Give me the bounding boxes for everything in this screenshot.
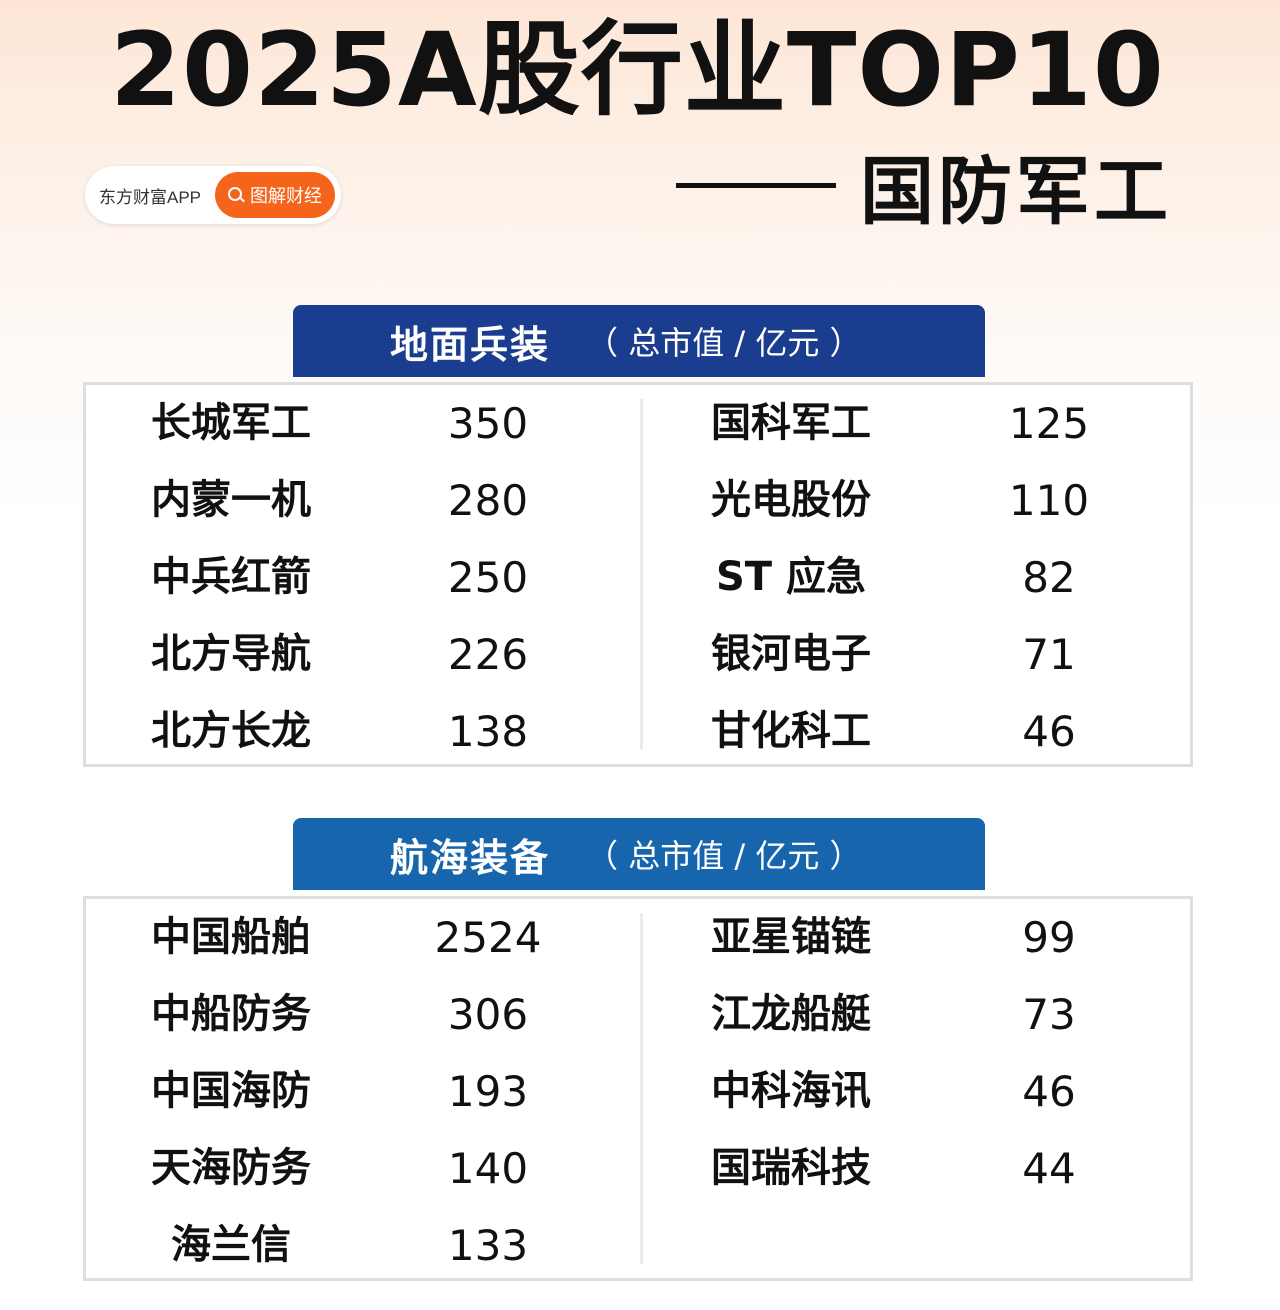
section-header-naval-equipment: 航海装备 （ 总市值 / 亿元 ） <box>293 818 985 890</box>
market-cap-value: 82 <box>1022 553 1076 602</box>
table-column-left: 长城军工 350 内蒙一机 280 中兵红箭 250 北方导航 226 北方长龙 138 <box>86 385 641 770</box>
company-name: 国科军工 <box>711 400 871 446</box>
company-name: 中科海讯 <box>711 1068 871 1114</box>
market-cap-value: 73 <box>1022 990 1076 1039</box>
company-name: 中国船舶 <box>151 914 311 960</box>
brand-badge[interactable]: 东方财富APP 图解财经 <box>85 166 341 224</box>
company-name: 天海防务 <box>151 1145 311 1191</box>
section-unit: （ 总市值 / 亿元 ） <box>586 324 862 362</box>
table-row: 长城军工 350 <box>86 385 641 462</box>
market-cap-value: 2524 <box>434 913 542 962</box>
market-cap-value: 140 <box>447 1144 529 1193</box>
table-row: 中船防务 306 <box>86 976 641 1053</box>
table-row: 北方长龙 138 <box>86 693 641 770</box>
page-subtitle: 国防军工 <box>860 148 1172 235</box>
column-divider <box>640 399 643 750</box>
market-cap-value: 110 <box>1008 476 1090 525</box>
company-name: 内蒙一机 <box>151 477 311 523</box>
market-cap-value: 71 <box>1022 630 1076 679</box>
market-cap-value: 250 <box>447 553 529 602</box>
section-unit: （ 总市值 / 亿元 ） <box>586 837 862 875</box>
brand-tag-button[interactable]: 图解财经 <box>215 172 335 218</box>
company-name: 北方长龙 <box>151 708 311 754</box>
market-cap-value: 125 <box>1008 399 1090 448</box>
company-name: 长城军工 <box>151 400 311 446</box>
company-name: 甘化科工 <box>711 708 871 754</box>
table-row: 江龙船艇 73 <box>641 976 1196 1053</box>
table-row: 中国船舶 2524 <box>86 899 641 976</box>
table-row: 天海防务 140 <box>86 1130 641 1207</box>
table-row: 内蒙一机 280 <box>86 462 641 539</box>
company-name: 银河电子 <box>711 631 871 677</box>
section-title: 地面兵装 <box>390 321 551 367</box>
section-title: 航海装备 <box>390 834 551 880</box>
table-row: 北方导航 226 <box>86 616 641 693</box>
market-cap-value: 226 <box>447 630 529 679</box>
company-name: 中兵红箭 <box>151 554 311 600</box>
table-row: 国瑞科技 44 <box>641 1130 1196 1207</box>
table-row: 甘化科工 46 <box>641 693 1196 770</box>
search-icon <box>228 187 242 201</box>
market-cap-value: 133 <box>447 1221 529 1270</box>
company-name: 中船防务 <box>151 991 311 1037</box>
table-row: 光电股份 110 <box>641 462 1196 539</box>
table-row: 银河电子 71 <box>641 616 1196 693</box>
company-name: ST 应急 <box>715 554 867 600</box>
brand-name: 东方财富APP <box>99 187 202 207</box>
subtitle-row: 国防军工 <box>676 140 1172 235</box>
table-column-right: 亚星锚链 99 江龙船艇 73 中科海讯 46 国瑞科技 44 <box>641 899 1196 1207</box>
market-cap-value: 138 <box>447 707 529 756</box>
company-name: 亚星锚链 <box>711 914 871 960</box>
table-row: 亚星锚链 99 <box>641 899 1196 976</box>
section-table-ground-equipment: 长城军工 350 内蒙一机 280 中兵红箭 250 北方导航 226 北方长龙 138 … <box>83 382 1193 767</box>
table-row: 海兰信 133 <box>86 1207 641 1284</box>
table-row: 中兵红箭 250 <box>86 539 641 616</box>
company-name: 海兰信 <box>171 1222 291 1268</box>
company-name: 北方导航 <box>151 631 311 677</box>
page-title: 2025A股行业TOP10 <box>110 11 1165 130</box>
market-cap-value: 306 <box>447 990 529 1039</box>
subtitle-dash <box>676 182 836 188</box>
company-name: 中国海防 <box>151 1068 311 1114</box>
market-cap-value: 46 <box>1022 1067 1076 1116</box>
section-header-ground-equipment: 地面兵装 （ 总市值 / 亿元 ） <box>293 305 985 377</box>
company-name: 国瑞科技 <box>711 1145 871 1191</box>
table-column-left: 中国船舶 2524 中船防务 306 中国海防 193 天海防务 140 海兰信 133 <box>86 899 641 1284</box>
table-row: ST 应急 82 <box>641 539 1196 616</box>
table-column-right: 国科军工 125 光电股份 110 ST 应急 82 银河电子 71 甘化科工 46 <box>641 385 1196 770</box>
table-row: 国科军工 125 <box>641 385 1196 462</box>
market-cap-value: 99 <box>1022 913 1076 962</box>
market-cap-value: 280 <box>447 476 529 525</box>
market-cap-value: 44 <box>1022 1144 1076 1193</box>
company-name: 光电股份 <box>711 477 871 523</box>
section-table-naval-equipment: 中国船舶 2524 中船防务 306 中国海防 193 天海防务 140 海兰信 133 … <box>83 896 1193 1281</box>
market-cap-value: 350 <box>447 399 529 448</box>
table-row: 中科海讯 46 <box>641 1053 1196 1130</box>
brand-tag-label: 图解财经 <box>250 186 322 206</box>
market-cap-value: 193 <box>447 1067 529 1116</box>
market-cap-value: 46 <box>1022 707 1076 756</box>
table-row: 中国海防 193 <box>86 1053 641 1130</box>
column-divider <box>640 913 643 1264</box>
company-name: 江龙船艇 <box>711 991 871 1037</box>
